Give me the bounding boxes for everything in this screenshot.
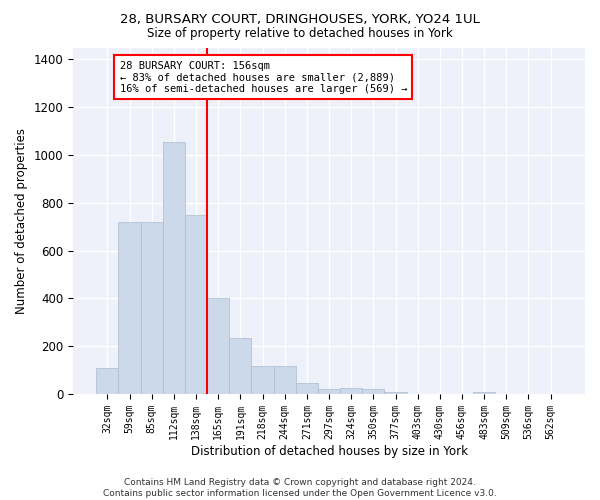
Bar [96, 368, 118, 394]
Bar [296, 383, 318, 394]
Text: 28 BURSARY COURT: 156sqm
← 83% of detached houses are smaller (2,889)
16% of sem: 28 BURSARY COURT: 156sqm ← 83% of detach… [119, 60, 407, 94]
Bar [385, 392, 407, 394]
Bar [473, 392, 495, 394]
Y-axis label: Number of detached properties: Number of detached properties [15, 128, 28, 314]
Bar [340, 388, 362, 394]
Bar [362, 389, 385, 394]
X-axis label: Distribution of detached houses by size in York: Distribution of detached houses by size … [191, 444, 467, 458]
Text: 28, BURSARY COURT, DRINGHOUSES, YORK, YO24 1UL: 28, BURSARY COURT, DRINGHOUSES, YORK, YO… [120, 12, 480, 26]
Bar [229, 338, 251, 394]
Bar [274, 366, 296, 394]
Bar [185, 215, 207, 394]
Bar [251, 366, 274, 394]
Bar [140, 222, 163, 394]
Bar [318, 389, 340, 394]
Bar [163, 142, 185, 394]
Bar [207, 298, 229, 394]
Text: Contains HM Land Registry data © Crown copyright and database right 2024.
Contai: Contains HM Land Registry data © Crown c… [103, 478, 497, 498]
Text: Size of property relative to detached houses in York: Size of property relative to detached ho… [147, 28, 453, 40]
Bar [118, 222, 140, 394]
